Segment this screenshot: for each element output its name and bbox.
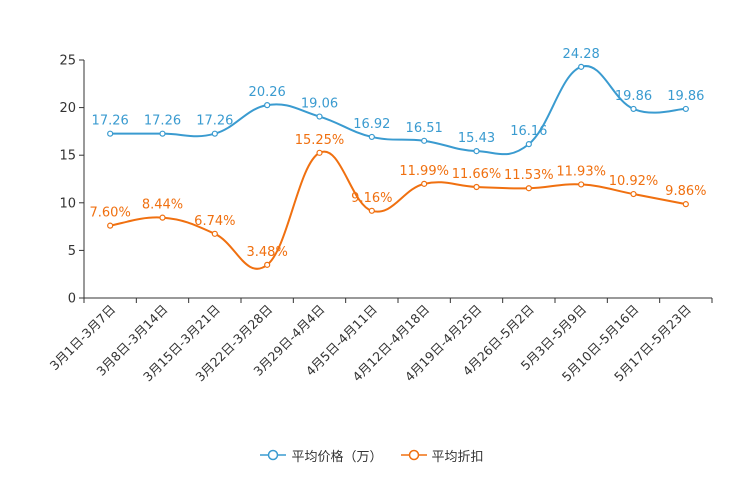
data-point xyxy=(159,130,166,137)
data-label: 19.86 xyxy=(615,89,652,104)
data-point xyxy=(264,102,271,109)
data-point xyxy=(682,201,689,208)
data-label: 9.16% xyxy=(351,191,392,206)
data-label: 10.92% xyxy=(609,174,659,189)
data-label: 17.26 xyxy=(144,114,181,129)
data-label: 16.16 xyxy=(510,124,547,139)
data-point xyxy=(211,130,218,137)
data-point xyxy=(421,180,428,187)
y-tick-label: 5 xyxy=(68,244,76,259)
data-point xyxy=(159,214,166,221)
data-point xyxy=(473,183,480,191)
data-label: 20.26 xyxy=(249,85,286,100)
data-point xyxy=(211,230,218,237)
legend-label-price: 平均价格（万） xyxy=(291,449,383,465)
data-point xyxy=(316,113,323,120)
data-label: 16.51 xyxy=(406,121,443,136)
line-chart: 05101520253月1日-3月7日3月8日-3月14日3月15日-3月21日… xyxy=(47,47,713,384)
data-label: 6.74% xyxy=(194,214,235,229)
data-label: 8.44% xyxy=(142,198,183,213)
data-label: 15.43 xyxy=(458,131,495,146)
data-point xyxy=(107,222,114,229)
data-point xyxy=(630,190,637,198)
legend-label-discount: 平均折扣 xyxy=(431,449,484,465)
data-point xyxy=(525,141,532,148)
series-line-0 xyxy=(110,65,686,156)
data-label: 19.06 xyxy=(301,97,338,112)
data-label: 16.92 xyxy=(353,117,390,132)
data-point xyxy=(264,261,271,268)
data-label: 9.86% xyxy=(665,184,706,199)
data-label: 15.25% xyxy=(295,133,345,148)
data-label: 19.86 xyxy=(667,89,704,104)
legend-discount-marker-icon xyxy=(400,449,427,461)
y-tick-label: 10 xyxy=(59,196,76,211)
data-label: 11.53% xyxy=(504,168,554,183)
data-point xyxy=(316,149,323,156)
legend-price-marker-icon xyxy=(260,449,287,461)
chart-legend: 平均价格（万） 平均折扣 xyxy=(0,444,744,466)
y-tick-label: 20 xyxy=(59,101,76,116)
data-label: 11.66% xyxy=(452,167,502,182)
data-label: 24.28 xyxy=(563,47,600,62)
data-label: 17.26 xyxy=(196,114,233,129)
data-label: 11.99% xyxy=(399,164,449,179)
legend-item-discount[interactable]: 平均折扣 xyxy=(400,446,484,465)
data-label: 7.60% xyxy=(90,206,131,221)
legend-item-price[interactable]: 平均价格（万） xyxy=(260,446,383,465)
y-tick-label: 0 xyxy=(68,292,76,307)
y-tick-label: 15 xyxy=(59,149,76,164)
data-point xyxy=(473,148,480,155)
data-point xyxy=(421,137,428,144)
data-point xyxy=(525,185,532,192)
data-point xyxy=(107,130,114,137)
data-point xyxy=(578,181,585,188)
data-point xyxy=(368,133,375,141)
data-point xyxy=(682,105,689,113)
y-tick-label: 25 xyxy=(59,54,76,69)
data-label: 3.48% xyxy=(247,245,288,260)
data-label: 11.93% xyxy=(556,164,606,179)
data-point xyxy=(630,105,637,113)
data-point xyxy=(368,207,375,214)
data-label: 17.26 xyxy=(92,114,129,129)
data-point xyxy=(578,63,585,70)
